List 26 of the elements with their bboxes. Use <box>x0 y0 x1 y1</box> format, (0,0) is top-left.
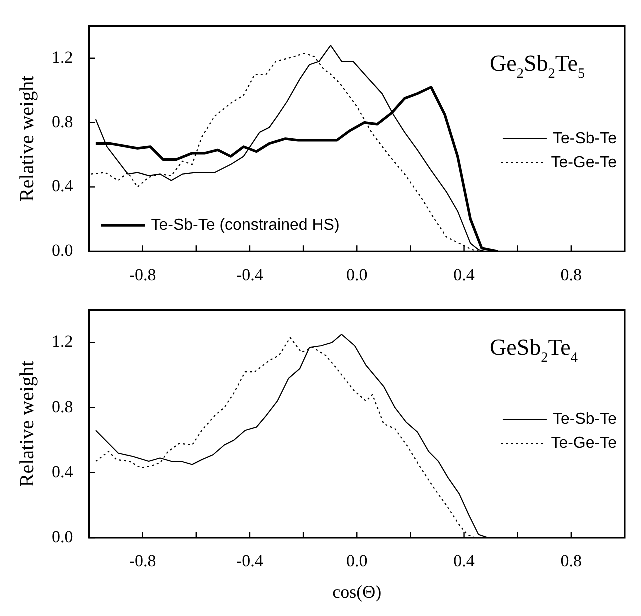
legend-label: Te-Sb-Te <box>552 410 618 428</box>
x-axis-title: cos(Θ) <box>332 582 382 602</box>
y-tick-label: 0.8 <box>52 112 74 132</box>
x-tick-label: -0.8 <box>129 265 156 284</box>
y-tick-label: 0.4 <box>52 176 74 196</box>
x-tick-label: 0.4 <box>454 552 476 571</box>
y-tick-label: 1.2 <box>52 332 74 352</box>
x-tick-label: 0.0 <box>346 265 368 284</box>
y-tick-label: 0.0 <box>52 527 74 546</box>
x-tick-label: 0.8 <box>560 552 582 571</box>
x-tick-label: 0.8 <box>560 265 582 284</box>
y-tick-label: 0.4 <box>52 462 74 482</box>
y-tick-label: 1.2 <box>52 48 74 67</box>
y-axis-title: Relative weight <box>16 360 38 488</box>
x-tick-label: -0.4 <box>236 265 264 284</box>
x-tick-label: -0.4 <box>236 552 264 571</box>
y-tick-label: 0.0 <box>52 241 74 260</box>
legend-label: Te-Sb-Te <box>552 130 618 148</box>
y-tick-label: 0.8 <box>52 397 74 416</box>
legend-label: Te-Sb-Te (constrained HS) <box>151 217 340 234</box>
x-tick-label: -0.8 <box>129 552 156 571</box>
legend-label: Te-Ge-Te <box>551 154 618 172</box>
y-axis-title: Relative weight <box>16 75 38 202</box>
x-tick-label: 0.0 <box>346 552 368 571</box>
x-tick-label: 0.4 <box>454 265 476 284</box>
legend-label: Te-Ge-Te <box>551 434 618 452</box>
